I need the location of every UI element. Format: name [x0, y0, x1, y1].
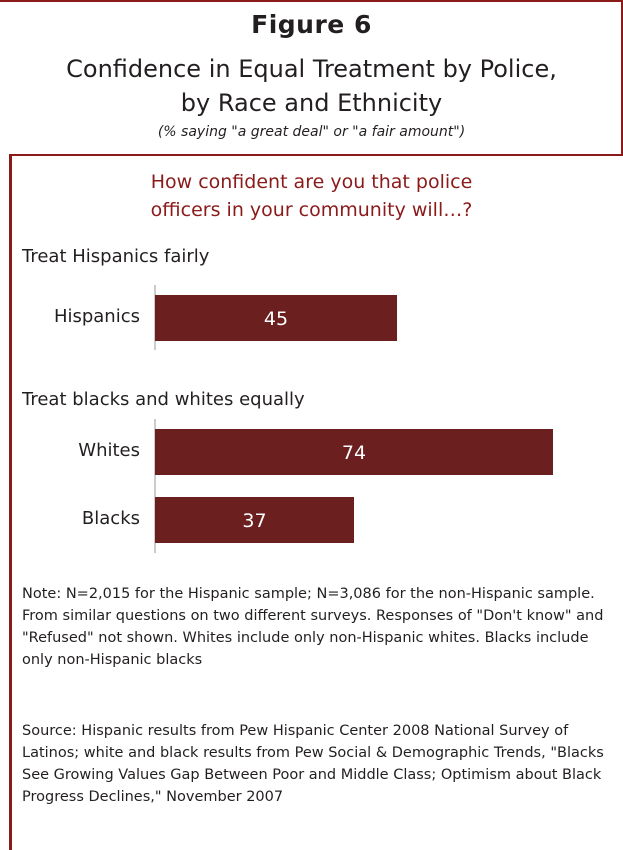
survey-question-line-1: How confident are you that police — [150, 171, 473, 193]
bar-value-label-whites: 74 — [342, 442, 366, 464]
category-label-hispanics: Hispanics — [53, 306, 140, 327]
group-label-blacks-whites-equally: Treat blacks and whites equally — [22, 389, 305, 410]
figure-label: Figure 6 — [251, 10, 372, 39]
bar-value-label-blacks: 37 — [242, 510, 266, 532]
survey-question: How confident are you that police office… — [0, 168, 623, 224]
chart-note: Note: N=2,015 for the Hispanic sample; N… — [22, 586, 604, 668]
header-frame — [0, 0, 623, 155]
bar-hispanics — [155, 295, 398, 341]
survey-question-line-2: officers in your community will…? — [150, 199, 473, 221]
header-divider — [9, 154, 623, 156]
bar-whites — [155, 429, 553, 475]
chart-title-line-2: by Race and Ethnicity — [180, 89, 443, 117]
chart-title-line-1: Confidence in Equal Treatment by Police, — [66, 55, 557, 83]
left-border — [9, 155, 12, 850]
category-label-blacks: Blacks — [81, 508, 140, 529]
bar-value-label-hispanics: 45 — [264, 308, 288, 330]
group-label-hispanics-fairly: Treat Hispanics fairly — [22, 246, 210, 267]
chart-subtitle: (% saying "a great deal" or "a fair amou… — [157, 124, 466, 140]
bar-blacks — [155, 497, 354, 543]
chart-title: Confidence in Equal Treatment by Police,… — [0, 52, 623, 120]
chart-source: Source: Hispanic results from Pew Hispan… — [22, 723, 604, 805]
category-label-whites: Whites — [78, 440, 140, 461]
